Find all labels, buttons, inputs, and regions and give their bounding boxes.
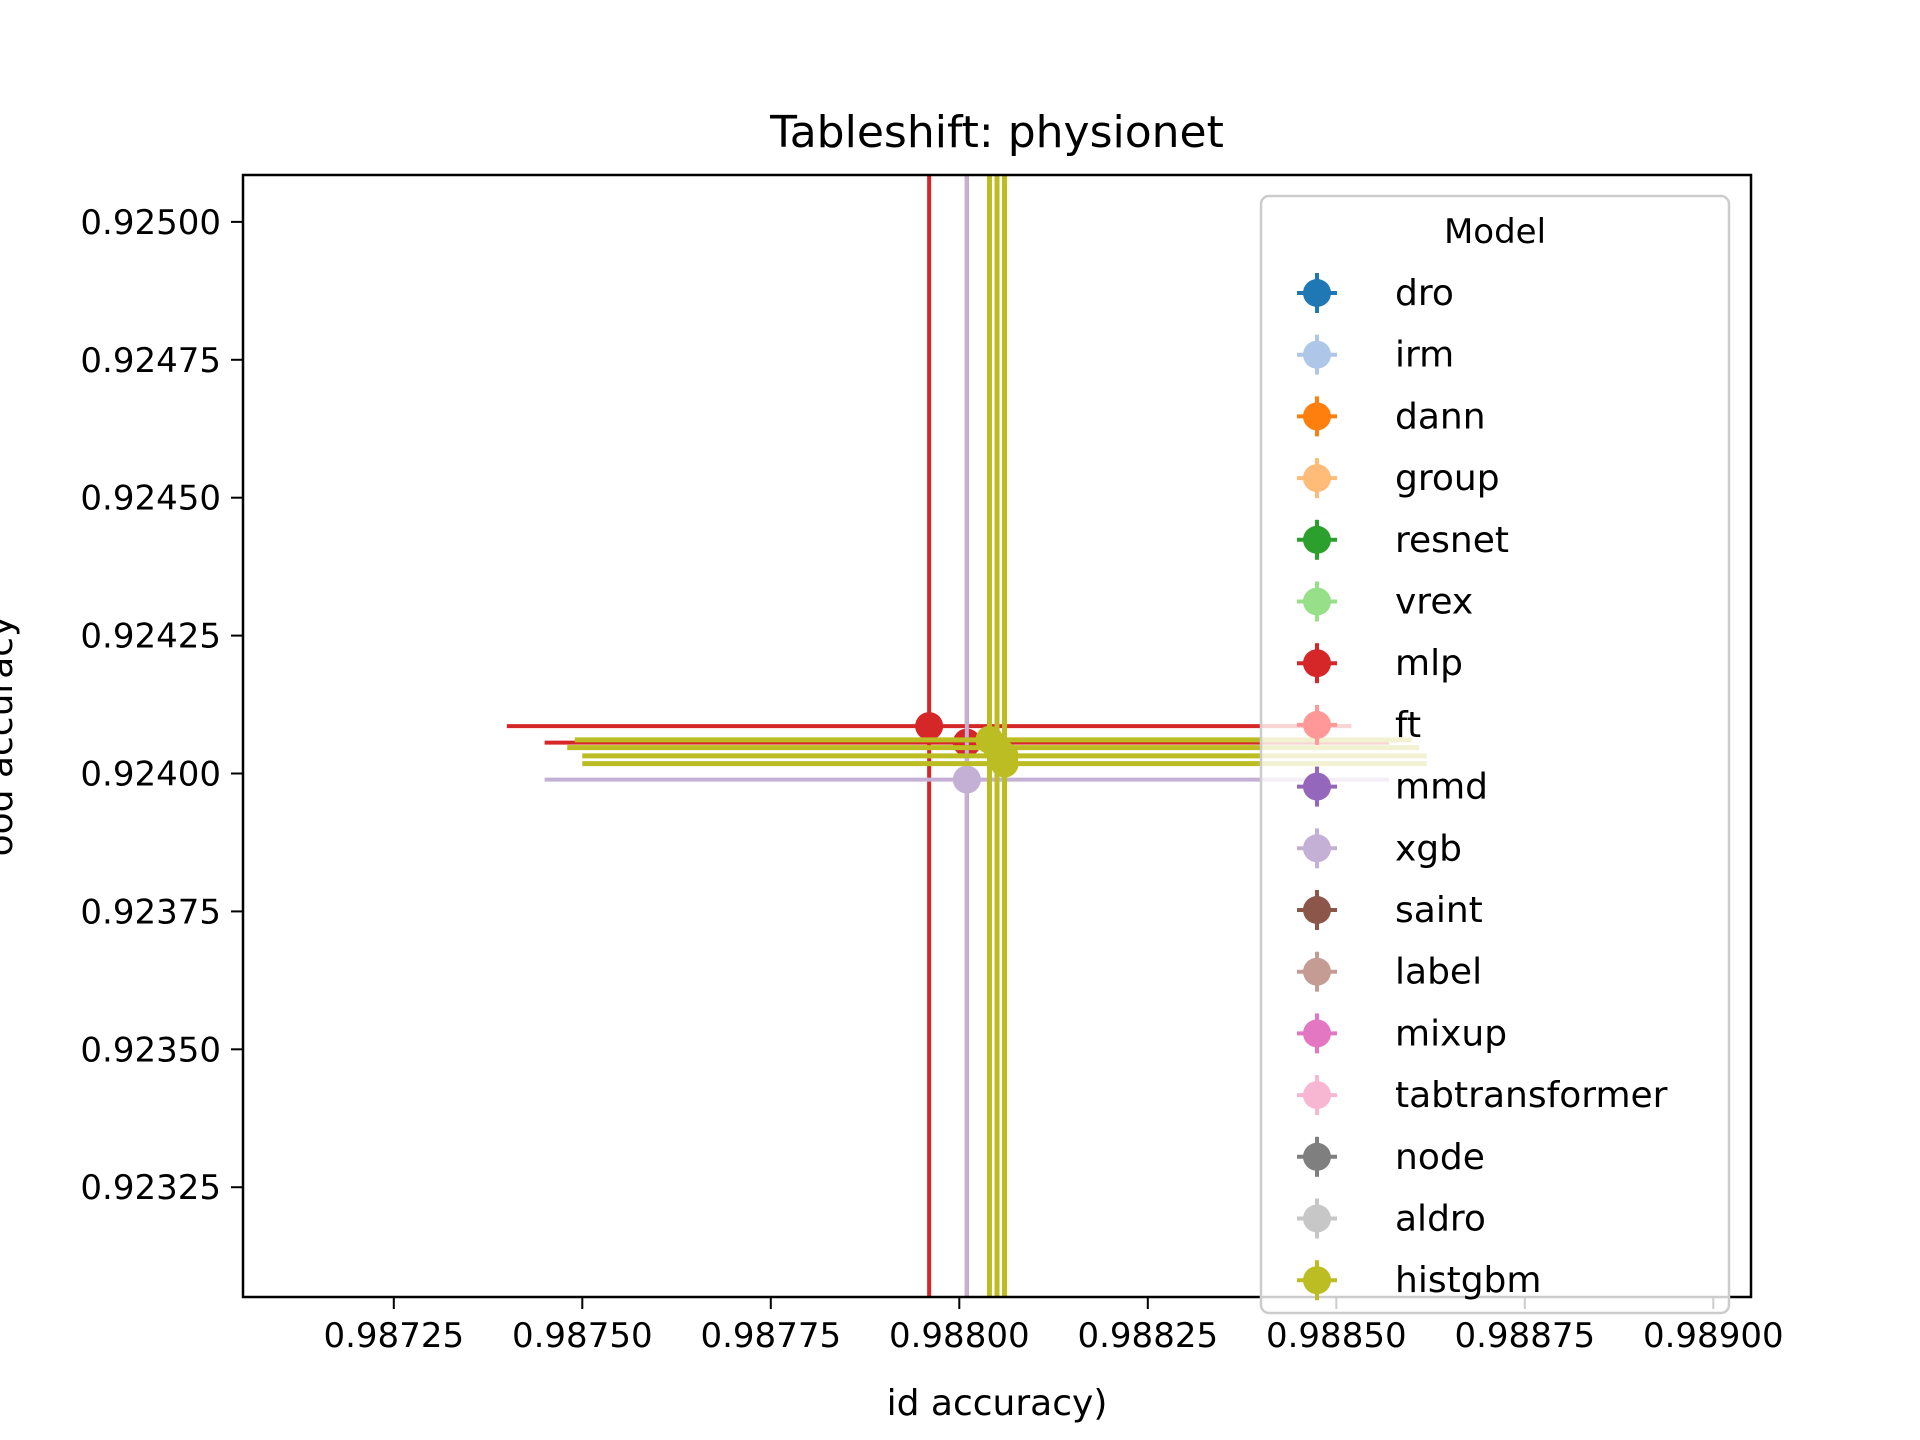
y-tick-label: 0.92475 xyxy=(80,341,221,381)
legend-label: saint xyxy=(1395,890,1483,931)
y-tick-label: 0.92450 xyxy=(80,479,221,519)
legend-item-vrex: vrex xyxy=(1297,581,1473,623)
legend-item-xgb: xgb xyxy=(1297,828,1462,869)
plot-area: 0.98725 0.98750 0.98775 0.98800 0.98825 0.988… xyxy=(80,173,1784,1356)
legend-marker xyxy=(1303,772,1331,801)
data-point-mlp xyxy=(506,175,1352,1297)
legend-label: ft xyxy=(1395,705,1421,746)
legend-item-mmd: mmd xyxy=(1297,766,1488,808)
legend-item-irm: irm xyxy=(1297,334,1454,376)
legend-label: group xyxy=(1395,458,1500,499)
legend-label: dro xyxy=(1395,273,1454,314)
legend-marker xyxy=(1303,525,1331,554)
legend-item-label: label xyxy=(1297,951,1482,993)
x-tick-label: 0.98750 xyxy=(512,1316,653,1356)
data-point-xgb xyxy=(544,175,1390,1297)
x-axis-label: id accuracy) xyxy=(887,1383,1108,1424)
legend-label: resnet xyxy=(1395,520,1509,561)
legend-item-mlp: mlp xyxy=(1297,643,1463,684)
x-tick-label: 0.98850 xyxy=(1266,1316,1407,1356)
legend-marker xyxy=(1303,279,1331,307)
legend-marker xyxy=(1303,587,1331,616)
y-tick-label: 0.92325 xyxy=(80,1168,221,1208)
y-axis-label: ood accuracy xyxy=(0,616,21,857)
legend: Model dro irm dann group resnet vrex mlp ft mmd xg… xyxy=(1259,194,1731,1315)
legend-frame xyxy=(1259,194,1731,1315)
legend-marker xyxy=(1303,340,1331,369)
legend-marker xyxy=(1303,896,1331,924)
legend-label: vrex xyxy=(1395,582,1473,623)
marker xyxy=(915,712,944,741)
legend-label: tabtransformer xyxy=(1395,1075,1668,1116)
legend-item-resnet: resnet xyxy=(1297,519,1509,561)
legend-marker xyxy=(1303,464,1331,493)
x-tick-label: 0.98900 xyxy=(1643,1316,1784,1356)
legend-marker xyxy=(1303,834,1331,863)
legend-label: aldro xyxy=(1395,1199,1486,1240)
legend-item-aldro: aldro xyxy=(1297,1198,1486,1240)
legend-marker xyxy=(1303,402,1331,431)
legend-marker xyxy=(1303,957,1331,986)
legend-item-group: group xyxy=(1297,458,1500,499)
legend-item-node: node xyxy=(1297,1136,1485,1178)
legend-marker xyxy=(1303,1142,1331,1171)
legend-marker xyxy=(1303,710,1331,739)
legend-marker xyxy=(1303,1081,1331,1110)
legend-label: node xyxy=(1395,1137,1485,1178)
legend-label: label xyxy=(1395,952,1482,993)
legend-label: histgbm xyxy=(1395,1260,1541,1301)
legend-item-mixup: mixup xyxy=(1297,1013,1507,1054)
legend-item-ft: ft xyxy=(1297,704,1421,746)
y-tick-label: 0.92375 xyxy=(80,892,221,932)
y-tick-label: 0.92425 xyxy=(80,617,221,657)
x-tick-label: 0.98875 xyxy=(1454,1316,1595,1356)
legend-label: irm xyxy=(1395,335,1454,376)
marker xyxy=(952,765,981,794)
x-tick-label: 0.98825 xyxy=(1077,1316,1218,1356)
legend-label: dann xyxy=(1395,396,1486,437)
y-tick-label: 0.92350 xyxy=(80,1030,221,1070)
legend-item-tabtransformer: tabtransformer xyxy=(1297,1075,1668,1116)
y-tick-label: 0.92500 xyxy=(80,203,221,243)
legend-title: Model xyxy=(1444,212,1546,252)
legend-label: mlp xyxy=(1395,643,1463,684)
legend-item-dro: dro xyxy=(1297,273,1454,314)
legend-label: mmd xyxy=(1395,767,1488,808)
legend-item-saint: saint xyxy=(1297,890,1483,931)
chart-title: Tableshift: physionet xyxy=(769,107,1224,158)
x-tick-label: 0.98775 xyxy=(700,1316,841,1356)
marker xyxy=(990,749,1019,778)
legend-marker xyxy=(1303,1019,1331,1048)
legend-item-dann: dann xyxy=(1297,396,1486,437)
legend-marker xyxy=(1303,1204,1331,1233)
axes-frame xyxy=(241,173,1753,1299)
x-tick-label: 0.98725 xyxy=(323,1316,464,1356)
legend-marker xyxy=(1303,649,1331,678)
legend-label: xgb xyxy=(1395,828,1462,869)
legend-label: mixup xyxy=(1395,1013,1507,1054)
legend-item-histgbm: histgbm xyxy=(1297,1260,1541,1301)
x-tick-label: 0.98800 xyxy=(889,1316,1030,1356)
legend-marker xyxy=(1303,1266,1331,1295)
y-tick-label: 0.92400 xyxy=(80,755,221,795)
